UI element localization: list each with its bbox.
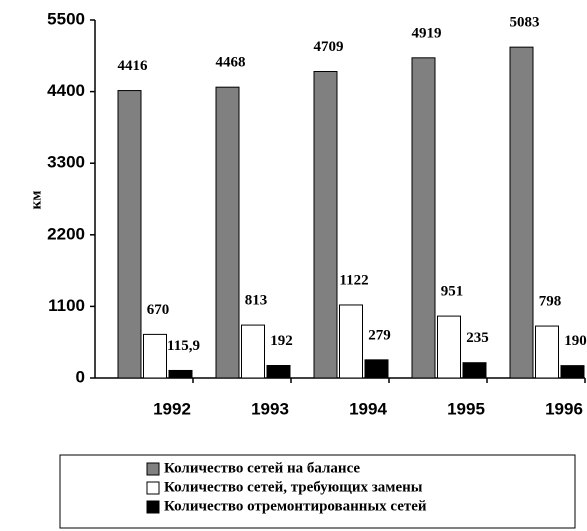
value-label: 4919 xyxy=(412,25,442,41)
x-tick-label: 1994 xyxy=(349,399,387,418)
y-tick-label: 2200 xyxy=(47,224,85,243)
y-tick-label: 4400 xyxy=(47,81,85,100)
legend-swatch xyxy=(146,462,160,476)
y-tick-label: 1100 xyxy=(48,296,85,315)
y-tick-label: 3300 xyxy=(47,153,85,172)
bar xyxy=(560,365,585,379)
legend-label: Количество сетей, требующих замены xyxy=(164,479,423,495)
value-label: 813 xyxy=(245,293,268,309)
bar xyxy=(117,90,142,379)
y-tick-label: 5500 xyxy=(47,9,85,28)
x-tick-label: 1993 xyxy=(251,399,289,418)
x-tick-label: 1996 xyxy=(545,399,583,418)
bar xyxy=(509,46,534,379)
value-label: 190 xyxy=(564,333,587,349)
value-label: 235 xyxy=(466,330,489,346)
value-label: 798 xyxy=(539,293,562,309)
value-label: 670 xyxy=(147,302,170,318)
value-label: 115,9 xyxy=(167,338,200,354)
bar xyxy=(437,315,461,379)
legend-label: Количество сетей на балансе xyxy=(164,460,360,476)
bar xyxy=(168,369,193,379)
bar xyxy=(364,359,389,379)
value-label: 5083 xyxy=(510,15,540,31)
legend-label: Количество отремонтированных сетей xyxy=(164,498,427,514)
bar xyxy=(313,70,338,379)
bar xyxy=(143,333,167,379)
bar xyxy=(339,304,363,379)
value-label: 951 xyxy=(441,284,464,300)
value-label: 4468 xyxy=(216,55,246,71)
value-label: 1122 xyxy=(339,272,368,288)
bar xyxy=(535,325,559,379)
value-label: 279 xyxy=(368,327,391,343)
y-tick-label: 0 xyxy=(76,367,85,386)
legend-swatch xyxy=(146,481,160,495)
bar xyxy=(241,324,265,379)
x-tick-label: 1995 xyxy=(447,399,485,418)
bar xyxy=(462,362,487,379)
value-label: 4709 xyxy=(314,39,344,55)
value-label: 4416 xyxy=(118,58,149,74)
legend-swatch xyxy=(146,500,160,514)
y-axis-label: км xyxy=(28,191,44,210)
bar xyxy=(266,365,291,379)
x-tick-label: 1992 xyxy=(153,399,191,418)
bar xyxy=(215,86,240,379)
legend-box xyxy=(59,454,576,529)
value-label: 192 xyxy=(270,333,293,349)
bar xyxy=(411,57,436,379)
